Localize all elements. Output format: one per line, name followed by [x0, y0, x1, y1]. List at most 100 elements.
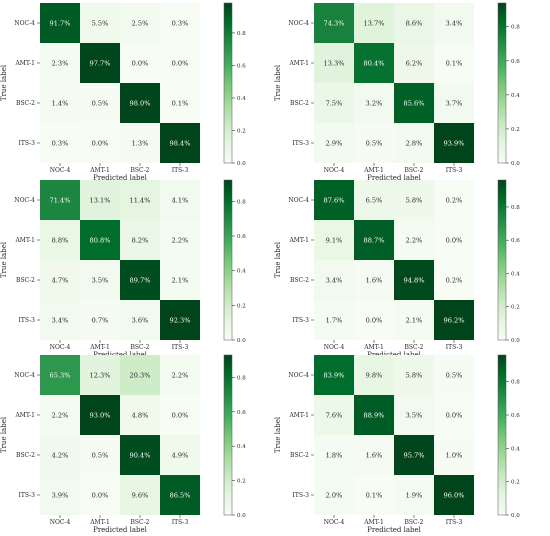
- cell-value-label: 2.5%: [132, 20, 149, 28]
- cell-value-label: 0.0%: [366, 317, 383, 325]
- cell-value-label: 71.4%: [50, 197, 71, 205]
- heatmap-cell: [120, 180, 160, 220]
- confusion-matrix-panel: 91.7% 5.5% 2.5% 0.3% 2.3% 97.7% 0.0% 0.0% 1.4% 0.…: [0, 2, 246, 194]
- cell-value-label: 2.1%: [406, 317, 423, 325]
- colorbar-tick-label: 0.4: [511, 446, 520, 452]
- cell-value-label: 6.5%: [366, 197, 383, 205]
- heatmap-cell: [80, 83, 120, 123]
- cell-value-label: 0.0%: [446, 412, 463, 420]
- heatmap-cell: [80, 435, 120, 475]
- cell-value-label: 98.0%: [130, 100, 151, 108]
- heatmap-cell: [394, 180, 434, 220]
- colorbar: [497, 179, 507, 341]
- cell-value-label: 3.4%: [52, 317, 69, 325]
- colorbar-tick-label: 0.6: [237, 63, 246, 69]
- heatmap-cell: [354, 260, 394, 300]
- x-axis-title: Predicted label: [93, 174, 148, 182]
- colorbar-tick-label: 0.0: [237, 338, 246, 344]
- x-tick-label: NOC-4: [324, 167, 345, 174]
- cell-value-label: 94.8%: [404, 277, 425, 285]
- heatmap-cell: [80, 123, 120, 163]
- y-tick-label: BSC-2: [290, 100, 309, 107]
- heatmap-cell: [40, 83, 80, 123]
- colorbar-tick-label: 0.6: [511, 238, 520, 244]
- heatmap-cell: [120, 300, 160, 340]
- cell-value-label: 2.9%: [326, 140, 343, 148]
- heatmap-cell: [160, 355, 200, 395]
- cell-value-label: 85.6%: [404, 100, 425, 108]
- heatmap-cell: [434, 395, 474, 435]
- colorbar-tick-label: 0.6: [511, 413, 520, 419]
- y-tick-label: AMT-1: [288, 60, 309, 67]
- x-axis-title: Predicted label: [93, 526, 148, 534]
- heatmap-cell: [40, 300, 80, 340]
- cell-value-label: 13.3%: [324, 60, 345, 68]
- colorbar-tick-label: 0.8: [237, 375, 246, 381]
- colorbar-tick-label: 0.4: [237, 444, 246, 450]
- colorbar-tick-label: 0.0: [511, 513, 520, 519]
- heatmap-cell: [40, 43, 80, 83]
- cell-value-label: 5.5%: [92, 20, 109, 28]
- colorbar-tick-label: 0.0: [511, 338, 520, 344]
- cell-value-label: 1.4%: [52, 100, 69, 108]
- cell-value-label: 9.8%: [366, 372, 383, 380]
- cell-value-label: 0.2%: [446, 197, 463, 205]
- cell-value-label: 2.3%: [52, 60, 69, 68]
- heatmap-cell: [40, 475, 80, 515]
- heatmap-cell: [120, 355, 160, 395]
- heatmap-cell: [434, 3, 474, 43]
- cell-value-label: 3.2%: [366, 100, 383, 108]
- confusion-matrix-panel: 87.6% 6.5% 5.8% 0.2% 9.1% 88.7% 2.2% 0.0% 3.4% 1.…: [274, 179, 520, 371]
- heatmap-cell: [394, 395, 434, 435]
- heatmap-cell: [394, 355, 434, 395]
- x-tick-label: AMT-1: [363, 167, 384, 174]
- heatmap-cell: [394, 475, 434, 515]
- heatmap-cell: [434, 43, 474, 83]
- heatmap-cell: [314, 43, 354, 83]
- colorbar-tick-label: 0.4: [237, 96, 246, 102]
- confusion-matrix-panel: 71.4% 13.1% 11.4% 4.1% 8.8% 80.8% 8.2% 2.2% 4.7%…: [0, 179, 246, 371]
- cell-value-label: 3.5%: [92, 277, 109, 285]
- heatmap-cell: [120, 395, 160, 435]
- cell-value-label: 0.1%: [172, 100, 189, 108]
- y-tick-label: BSC-2: [16, 452, 35, 459]
- colorbar-tick-label: 0.4: [511, 271, 520, 277]
- cell-value-label: 80.4%: [364, 60, 385, 68]
- heatmap-cell: [354, 180, 394, 220]
- x-tick-label: NOC-4: [50, 167, 71, 174]
- heatmap-cell: [394, 83, 434, 123]
- x-tick-label: NOC-4: [324, 519, 345, 526]
- cell-value-label: 7.6%: [326, 412, 343, 420]
- y-tick-label: AMT-1: [288, 237, 309, 244]
- heatmap-cell: [434, 260, 474, 300]
- heatmap-cell: [120, 220, 160, 260]
- y-tick-label: NOC-4: [288, 20, 309, 27]
- heatmap-cell: [314, 180, 354, 220]
- y-axis-title: True label: [274, 416, 282, 453]
- cell-value-label: 0.0%: [172, 60, 189, 68]
- cell-value-label: 90.4%: [130, 452, 151, 460]
- heatmap-cell: [80, 475, 120, 515]
- cell-value-label: 74.3%: [324, 20, 345, 28]
- heatmap-cell: [80, 260, 120, 300]
- heatmap-cell: [40, 220, 80, 260]
- cell-value-label: 65.3%: [50, 372, 71, 380]
- heatmap-cell: [434, 355, 474, 395]
- cell-value-label: 80.8%: [90, 237, 111, 245]
- heatmap-cell: [160, 180, 200, 220]
- cell-value-label: 2.0%: [326, 492, 343, 500]
- cell-value-label: 4.7%: [52, 277, 69, 285]
- heatmap-cell: [434, 220, 474, 260]
- x-tick-label: AMT-1: [363, 344, 384, 351]
- cell-value-label: 20.3%: [130, 372, 151, 380]
- colorbar: [223, 179, 233, 341]
- cell-value-label: 1.8%: [326, 452, 343, 460]
- cell-value-label: 93.9%: [444, 140, 465, 148]
- heatmap-cell: [434, 475, 474, 515]
- cell-value-label: 0.5%: [92, 452, 109, 460]
- cell-value-label: 87.6%: [324, 197, 345, 205]
- cell-value-label: 4.2%: [52, 452, 69, 460]
- y-tick-label: NOC-4: [14, 197, 35, 204]
- cell-value-label: 9.1%: [326, 237, 343, 245]
- colorbar-tick-label: 0.4: [237, 269, 246, 275]
